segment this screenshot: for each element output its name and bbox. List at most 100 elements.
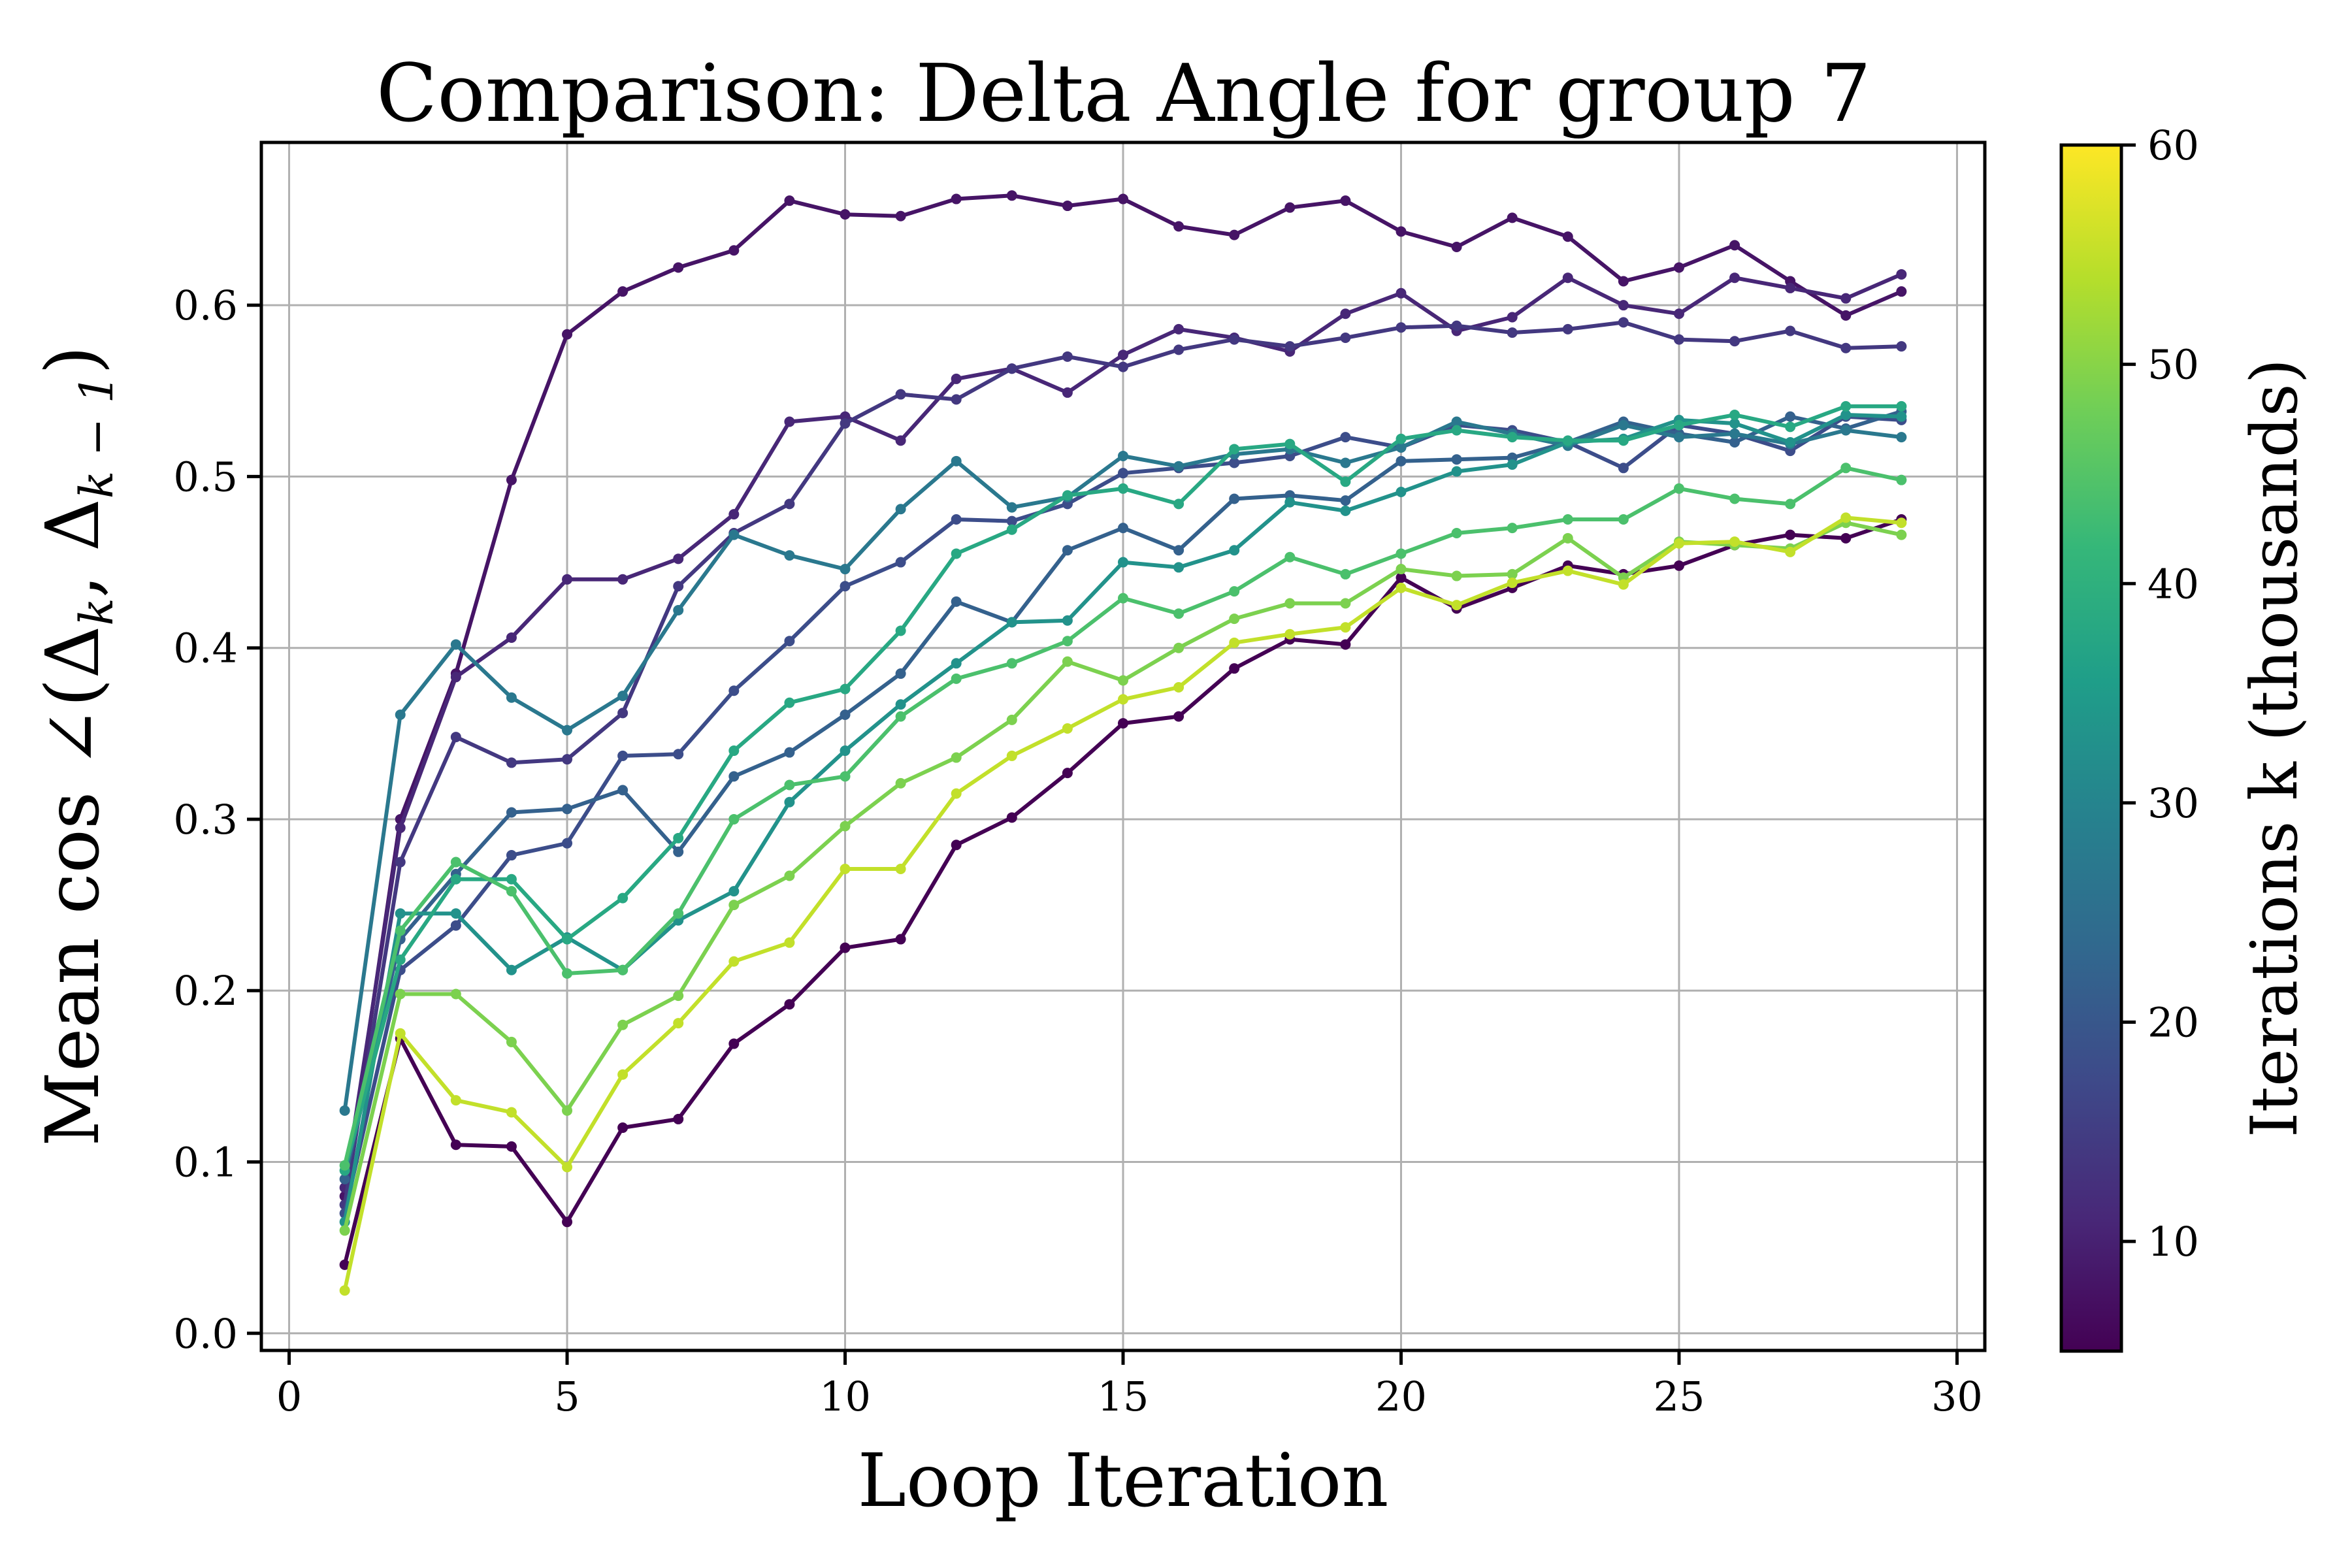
data-point: [728, 745, 740, 757]
data-point: [562, 1162, 573, 1173]
data-point: [1118, 450, 1128, 461]
data-point: [1396, 433, 1407, 444]
data-point: [617, 708, 629, 719]
data-point: [728, 813, 740, 825]
data-point: [951, 455, 962, 466]
data-point: [784, 697, 795, 708]
data-point: [562, 754, 573, 765]
data-point: [673, 749, 684, 760]
data-point: [506, 632, 517, 643]
data-point: [1396, 582, 1407, 593]
data-point: [1340, 505, 1351, 516]
data-point: [1062, 723, 1073, 734]
data-point: [840, 709, 851, 720]
data-point: [1006, 524, 1017, 535]
colorbar-tick-label: 60: [2148, 122, 2199, 169]
data-point: [1006, 658, 1017, 669]
data-point: [1229, 229, 1240, 240]
data-point: [1896, 269, 1907, 280]
data-point: [1562, 272, 1573, 284]
data-point: [1284, 438, 1296, 449]
data-point: [450, 874, 461, 885]
data-point: [1229, 613, 1240, 625]
data-point: [728, 886, 740, 897]
data-point: [1673, 560, 1684, 571]
data-point: [1562, 532, 1573, 544]
data-point: [1451, 416, 1462, 427]
data-point: [784, 550, 795, 561]
data-point: [506, 1036, 517, 1047]
x-tick-label: 10: [819, 1373, 871, 1420]
data-point: [1284, 629, 1296, 640]
data-point: [1840, 310, 1852, 321]
data-point: [728, 509, 740, 520]
y-tick-label: 0.3: [173, 796, 238, 843]
data-point: [339, 1259, 350, 1270]
data-point: [1451, 425, 1462, 436]
series-k=14: [339, 317, 1907, 1211]
data-point: [895, 777, 906, 789]
data-point: [1507, 568, 1518, 580]
series-k=49: [339, 517, 1907, 1236]
data-point: [1451, 570, 1462, 581]
data-point: [784, 999, 795, 1010]
data-point: [1340, 495, 1351, 506]
data-point: [1451, 320, 1462, 331]
series-k=38: [339, 400, 1907, 1176]
data-point: [951, 548, 962, 559]
colorbar-tick-label: 40: [2148, 560, 2199, 608]
data-point: [1729, 240, 1740, 251]
data-point: [840, 683, 851, 694]
data-point: [1673, 334, 1684, 345]
data-point: [562, 968, 573, 979]
data-point: [895, 210, 906, 221]
data-point: [617, 785, 629, 796]
data-point: [951, 373, 962, 384]
data-point: [1673, 538, 1684, 549]
data-point: [1062, 351, 1073, 362]
data-point: [1507, 459, 1518, 470]
data-point: [395, 925, 406, 936]
colorbar: 10 20 30 40 50 60 Iterations k (thousands): [2059, 122, 2312, 1353]
data-point: [1785, 546, 1796, 557]
data-point: [728, 956, 740, 967]
data-point: [617, 964, 629, 975]
data-point: [1673, 419, 1684, 431]
data-point: [728, 1038, 740, 1049]
data-point: [1118, 350, 1128, 361]
data-point: [562, 804, 573, 815]
data-point: [951, 840, 962, 851]
data-point: [1340, 476, 1351, 487]
y-axis-label-close: ): [31, 346, 116, 374]
data-point: [1896, 474, 1907, 485]
data-point: [1785, 498, 1796, 510]
data-point: [617, 574, 629, 585]
data-point: [1785, 421, 1796, 433]
data-point: [617, 750, 629, 761]
data-point: [1340, 598, 1351, 609]
data-point: [395, 955, 406, 966]
data-point: [1729, 493, 1740, 504]
data-point: [395, 988, 406, 1000]
data-point: [1451, 241, 1462, 252]
y-axis-label: Mean cos ∠(Δk, Δk − 1): [31, 346, 123, 1146]
data-point: [1785, 436, 1796, 448]
data-point: [784, 636, 795, 647]
data-point: [1896, 529, 1907, 540]
data-point: [673, 581, 684, 592]
data-point: [673, 604, 684, 615]
data-point: [840, 418, 851, 429]
x-axis: 0 5 10 15 20 25 30: [276, 1350, 1983, 1420]
data-point: [506, 474, 517, 485]
data-point: [840, 209, 851, 220]
data-point: [1785, 529, 1796, 540]
data-point: [1507, 312, 1518, 323]
data-point: [1785, 282, 1796, 293]
data-point: [506, 1141, 517, 1152]
data-point: [1173, 562, 1184, 573]
data-point: [506, 886, 517, 897]
x-axis-label: Loop Iteration: [858, 1439, 1389, 1524]
data-point: [895, 435, 906, 446]
data-point: [895, 557, 906, 568]
data-point: [562, 934, 573, 945]
